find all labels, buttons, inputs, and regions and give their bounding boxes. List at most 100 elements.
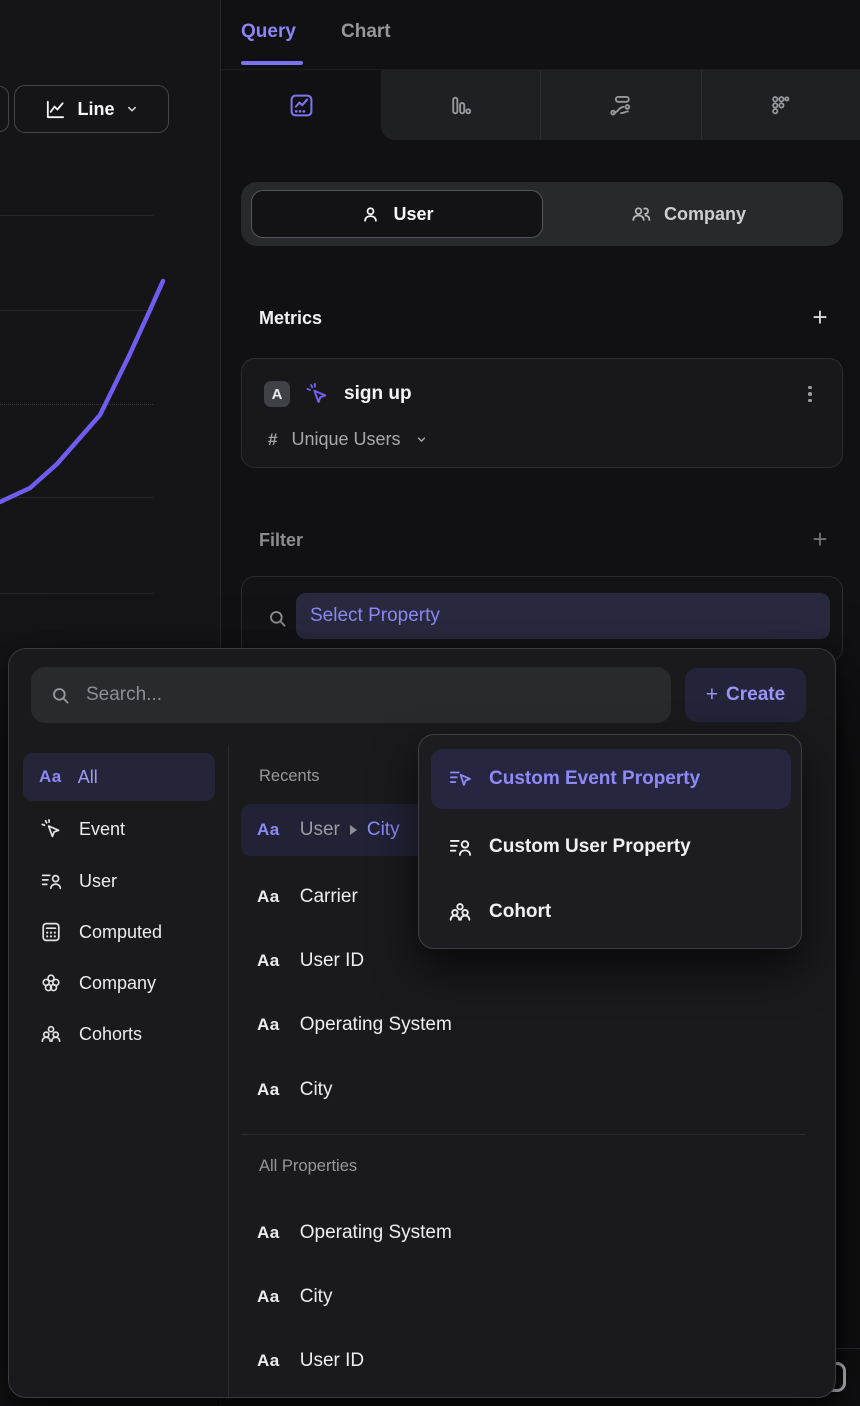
category-event[interactable]: Event xyxy=(23,805,215,853)
filter-section-title: Filter xyxy=(259,530,304,550)
report-tab-funnels[interactable] xyxy=(381,70,540,140)
custom-user-property-icon xyxy=(447,834,473,860)
property-label: Operating System xyxy=(299,1014,452,1035)
series-letter-badge: A xyxy=(264,381,290,407)
category-label: Company xyxy=(79,972,157,993)
category-cohorts[interactable]: Cohorts xyxy=(23,1010,215,1058)
property-row[interactable]: Aa User ID xyxy=(241,935,597,987)
aggregation-label: Unique Users xyxy=(291,429,401,449)
company-icon xyxy=(39,971,63,995)
text-type-icon: Aa xyxy=(257,820,280,839)
create-submenu: Custom Event Property Custom User Proper… xyxy=(418,734,802,949)
breadcrumb-arrow-icon xyxy=(349,825,357,835)
filter-card: Select Property xyxy=(241,576,843,662)
menu-item-custom-event-property[interactable]: Custom Event Property xyxy=(431,749,791,809)
person-icon xyxy=(360,204,381,225)
text-type-icon: Aa xyxy=(257,1287,280,1306)
background-divider xyxy=(836,1348,860,1349)
property-row[interactable]: Aa City xyxy=(241,1271,597,1323)
property-label: Carrier xyxy=(299,886,358,907)
text-type-icon: Aa xyxy=(257,1351,280,1370)
metric-aggregation-dropdown[interactable]: # Unique Users xyxy=(268,429,428,450)
segment-company-label: Company xyxy=(663,203,746,224)
select-property-placeholder: Select Property xyxy=(310,605,440,626)
menu-item-cohort[interactable]: Cohort xyxy=(431,882,791,942)
property-row[interactable]: Aa Operating System xyxy=(241,999,597,1051)
panel-tabs: Query Chart xyxy=(221,0,860,70)
aggregation-symbol: # xyxy=(268,429,278,449)
category-label: Cohorts xyxy=(79,1023,143,1044)
report-tab-flows[interactable] xyxy=(540,70,700,140)
segment-company[interactable]: Company xyxy=(543,190,833,238)
list-section-divider xyxy=(241,1134,805,1135)
chart-gridline-dotted xyxy=(0,404,153,405)
partial-toolbar-button[interactable] xyxy=(0,86,9,132)
chart-gridline xyxy=(0,497,153,498)
category-label: Event xyxy=(79,818,126,839)
retention-icon xyxy=(769,93,794,118)
category-label: Computed xyxy=(79,921,163,942)
metric-card[interactable]: A sign up # Unique Users xyxy=(241,358,843,468)
add-metric-button[interactable]: + xyxy=(812,302,828,332)
create-button-label: Create xyxy=(726,684,786,705)
breadcrumb-parent: User xyxy=(299,819,340,840)
funnels-icon xyxy=(448,93,473,118)
cohort-icon xyxy=(447,899,473,925)
chart-type-dropdown[interactable]: Line xyxy=(14,85,169,133)
insights-icon xyxy=(288,92,315,119)
recents-header: Recents xyxy=(259,767,320,785)
chart-type-label: Line xyxy=(77,98,115,119)
report-tab-retention[interactable] xyxy=(700,70,860,140)
segment-user[interactable]: User xyxy=(251,190,543,238)
text-type-icon: Aa xyxy=(39,767,62,786)
breadcrumb: User City xyxy=(300,819,400,841)
text-type-icon: Aa xyxy=(257,951,280,970)
text-type-icon: Aa xyxy=(257,1015,280,1034)
report-type-tabs xyxy=(221,70,860,140)
category-company[interactable]: Company xyxy=(23,959,215,1007)
breadcrumb-child: City xyxy=(366,819,400,840)
entity-segmented-control: User Company xyxy=(241,182,843,246)
tab-query[interactable]: Query xyxy=(241,21,296,42)
report-tab-insights[interactable] xyxy=(221,70,381,140)
report-tab-group xyxy=(381,70,860,140)
category-computed[interactable]: Computed xyxy=(23,908,215,956)
user-property-icon xyxy=(39,869,63,893)
property-label: City xyxy=(299,1286,333,1307)
category-label: User xyxy=(79,870,118,891)
plus-icon: + xyxy=(705,683,719,706)
text-type-icon: Aa xyxy=(257,887,280,906)
property-row[interactable]: Aa City xyxy=(241,1064,597,1116)
chevron-down-icon xyxy=(125,102,139,116)
select-property-field[interactable]: Select Property xyxy=(296,593,830,639)
add-filter-button[interactable]: + xyxy=(812,524,828,554)
event-icon xyxy=(39,817,63,841)
category-label: All xyxy=(77,766,98,787)
property-row[interactable]: Aa Carrier xyxy=(241,871,597,923)
property-label: Operating System xyxy=(299,1222,452,1243)
metric-overflow-menu-icon[interactable] xyxy=(802,383,818,405)
category-user[interactable]: User xyxy=(23,857,215,905)
chevron-down-icon xyxy=(415,433,428,446)
property-label: City xyxy=(299,1079,333,1100)
tab-chart[interactable]: Chart xyxy=(341,21,391,42)
property-label: User ID xyxy=(299,1350,365,1371)
people-icon xyxy=(630,203,652,225)
event-icon xyxy=(304,381,330,407)
text-type-icon: Aa xyxy=(257,1080,280,1099)
flows-icon xyxy=(608,93,633,118)
category-all[interactable]: Aa All xyxy=(23,753,215,801)
picker-search-input[interactable] xyxy=(86,684,606,706)
property-row[interactable]: Aa User ID xyxy=(241,1335,597,1387)
text-type-icon: Aa xyxy=(257,1223,280,1242)
trend-line-series xyxy=(0,278,166,505)
create-button[interactable]: + Create xyxy=(685,668,806,722)
metric-event-row: A sign up xyxy=(264,381,412,407)
menu-item-label: Custom Event Property xyxy=(489,768,701,789)
menu-item-custom-user-property[interactable]: Custom User Property xyxy=(431,817,791,877)
property-row[interactable]: Aa Operating System xyxy=(241,1207,597,1259)
search-icon xyxy=(49,684,72,707)
menu-item-label: Custom User Property xyxy=(489,836,691,857)
custom-event-property-icon xyxy=(447,766,473,792)
picker-search-box[interactable] xyxy=(31,667,671,723)
